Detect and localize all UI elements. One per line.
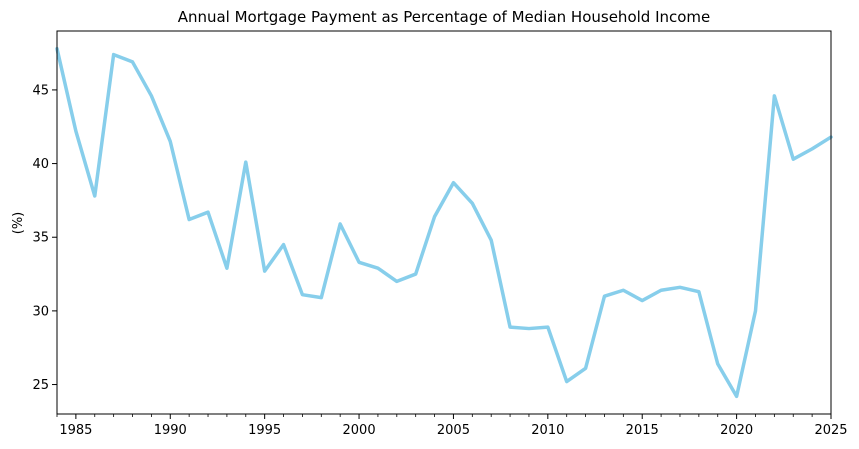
x-tick-label: 2025: [814, 423, 847, 438]
plot-frame: [56, 30, 832, 415]
chart-title: Annual Mortgage Payment as Percentage of…: [178, 8, 711, 26]
x-axis-ticks: 1985 1990 1995 2000 2005 2010 2015 2020 2025: [56, 414, 848, 438]
y-tick-label: 35: [32, 231, 49, 246]
y-tick-label: 25: [32, 378, 49, 393]
x-tick-label: 2005: [437, 423, 470, 438]
y-tick-label: 40: [32, 157, 49, 172]
series-line: [55, 46, 833, 399]
y-tick-label: 30: [32, 304, 49, 319]
x-tick-label: 1985: [59, 423, 92, 438]
y-axis-ticks: 25 30 35 40 45: [32, 83, 57, 393]
x-tick-label: 1995: [248, 423, 281, 438]
y-axis-label: (%): [11, 212, 26, 235]
x-tick-label: 2010: [531, 423, 564, 438]
x-tick-label: 2020: [720, 423, 753, 438]
x-tick-label: 1990: [154, 423, 187, 438]
y-tick-label: 45: [32, 83, 49, 98]
x-tick-label: 2000: [343, 423, 376, 438]
x-tick-label: 2015: [626, 423, 659, 438]
